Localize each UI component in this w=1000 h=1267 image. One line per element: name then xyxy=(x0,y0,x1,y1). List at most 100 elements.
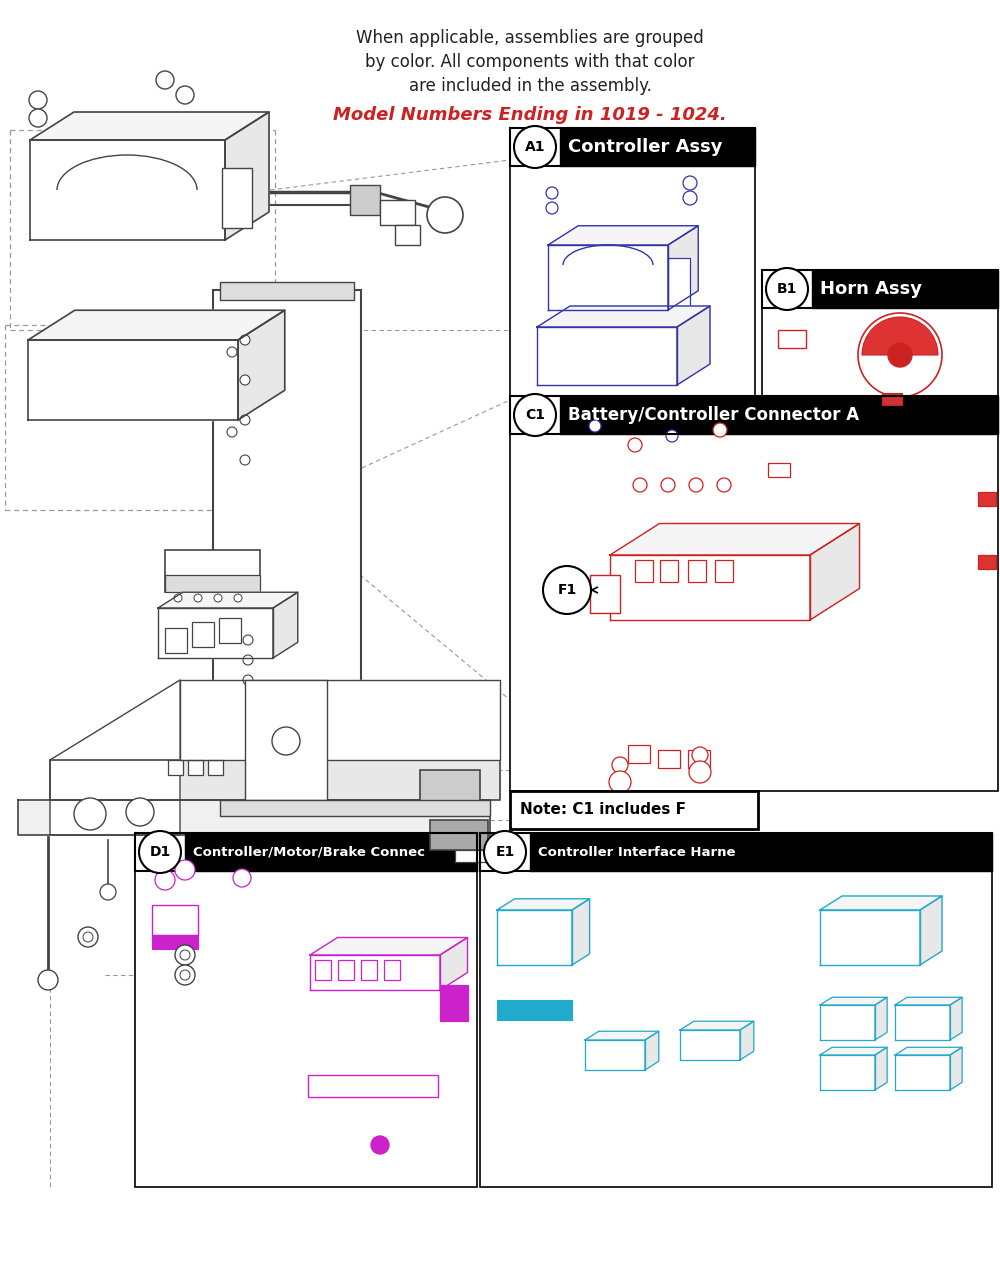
Circle shape xyxy=(543,566,591,614)
Bar xyxy=(384,960,400,979)
Circle shape xyxy=(628,438,642,452)
Circle shape xyxy=(514,394,556,436)
Bar xyxy=(660,560,678,582)
Polygon shape xyxy=(30,111,269,139)
Text: Note: C1 includes F: Note: C1 includes F xyxy=(520,802,686,817)
Circle shape xyxy=(240,334,250,345)
Circle shape xyxy=(176,86,194,104)
Bar xyxy=(440,984,468,1021)
Circle shape xyxy=(174,594,182,602)
Circle shape xyxy=(227,427,237,437)
Circle shape xyxy=(609,772,631,793)
Polygon shape xyxy=(537,307,710,327)
Polygon shape xyxy=(680,1021,754,1030)
Circle shape xyxy=(175,965,195,984)
Circle shape xyxy=(692,748,708,763)
Bar xyxy=(590,575,620,613)
Polygon shape xyxy=(895,1005,950,1040)
Polygon shape xyxy=(28,310,285,340)
Polygon shape xyxy=(820,1048,887,1055)
Bar xyxy=(185,832,477,870)
Polygon shape xyxy=(158,608,273,658)
Bar xyxy=(165,575,260,592)
Bar xyxy=(338,960,354,979)
Circle shape xyxy=(243,635,253,645)
Text: Model Numbers Ending in 1019 - 1024.: Model Numbers Ending in 1019 - 1024. xyxy=(333,106,727,124)
Circle shape xyxy=(234,594,242,602)
Text: B1: B1 xyxy=(777,283,797,296)
Polygon shape xyxy=(610,523,860,555)
Bar xyxy=(497,1000,572,1020)
Polygon shape xyxy=(497,910,572,965)
Circle shape xyxy=(83,933,93,941)
Bar xyxy=(208,760,223,775)
Polygon shape xyxy=(895,1048,962,1055)
Text: are included in the assembly.: are included in the assembly. xyxy=(409,77,651,95)
Polygon shape xyxy=(30,139,225,239)
Polygon shape xyxy=(950,1048,962,1090)
Polygon shape xyxy=(497,898,590,910)
Circle shape xyxy=(683,191,697,205)
Polygon shape xyxy=(50,680,180,835)
Text: Horn Assy: Horn Assy xyxy=(820,280,922,298)
Circle shape xyxy=(240,416,250,424)
Bar xyxy=(222,169,252,228)
Circle shape xyxy=(100,884,116,900)
Bar xyxy=(560,128,755,166)
Bar xyxy=(220,799,490,816)
Polygon shape xyxy=(950,997,962,1040)
Bar xyxy=(420,770,480,812)
Bar xyxy=(628,745,650,763)
Circle shape xyxy=(240,455,250,465)
Bar xyxy=(978,492,996,506)
Polygon shape xyxy=(310,938,468,955)
Circle shape xyxy=(233,869,251,887)
Bar xyxy=(152,935,198,949)
Bar xyxy=(688,560,706,582)
Bar xyxy=(168,760,183,775)
Bar xyxy=(688,750,710,768)
Bar xyxy=(530,832,992,870)
Bar xyxy=(395,226,420,245)
Circle shape xyxy=(661,478,675,492)
Polygon shape xyxy=(180,680,500,760)
Circle shape xyxy=(546,201,558,214)
Circle shape xyxy=(689,478,703,492)
Circle shape xyxy=(272,727,300,755)
Circle shape xyxy=(589,419,601,432)
Polygon shape xyxy=(820,896,942,910)
Polygon shape xyxy=(585,1040,645,1071)
Bar xyxy=(510,128,755,166)
Bar xyxy=(455,850,495,862)
Bar xyxy=(510,791,758,829)
Circle shape xyxy=(156,71,174,89)
Circle shape xyxy=(612,756,628,773)
Text: Controller Interface Harne: Controller Interface Harne xyxy=(538,845,736,859)
Bar xyxy=(762,270,998,308)
Circle shape xyxy=(194,594,202,602)
Polygon shape xyxy=(28,340,238,419)
Circle shape xyxy=(713,423,727,437)
Circle shape xyxy=(155,870,175,889)
Text: by color. All components with that color: by color. All components with that color xyxy=(365,53,695,71)
Text: When applicable, assemblies are grouped: When applicable, assemblies are grouped xyxy=(356,29,704,47)
Polygon shape xyxy=(895,997,962,1005)
Bar xyxy=(812,270,998,308)
Circle shape xyxy=(766,269,808,310)
Polygon shape xyxy=(895,1055,950,1090)
Polygon shape xyxy=(820,997,887,1005)
Polygon shape xyxy=(548,226,698,245)
Bar xyxy=(192,622,214,647)
Bar xyxy=(219,618,241,642)
Bar xyxy=(152,905,198,935)
Bar xyxy=(165,550,260,592)
Circle shape xyxy=(180,950,190,960)
Bar xyxy=(315,960,331,979)
Polygon shape xyxy=(820,910,920,965)
Polygon shape xyxy=(548,245,668,310)
Text: A1: A1 xyxy=(525,139,545,155)
Circle shape xyxy=(175,945,195,965)
Circle shape xyxy=(227,347,237,357)
Polygon shape xyxy=(225,111,269,239)
Bar xyxy=(350,185,380,215)
